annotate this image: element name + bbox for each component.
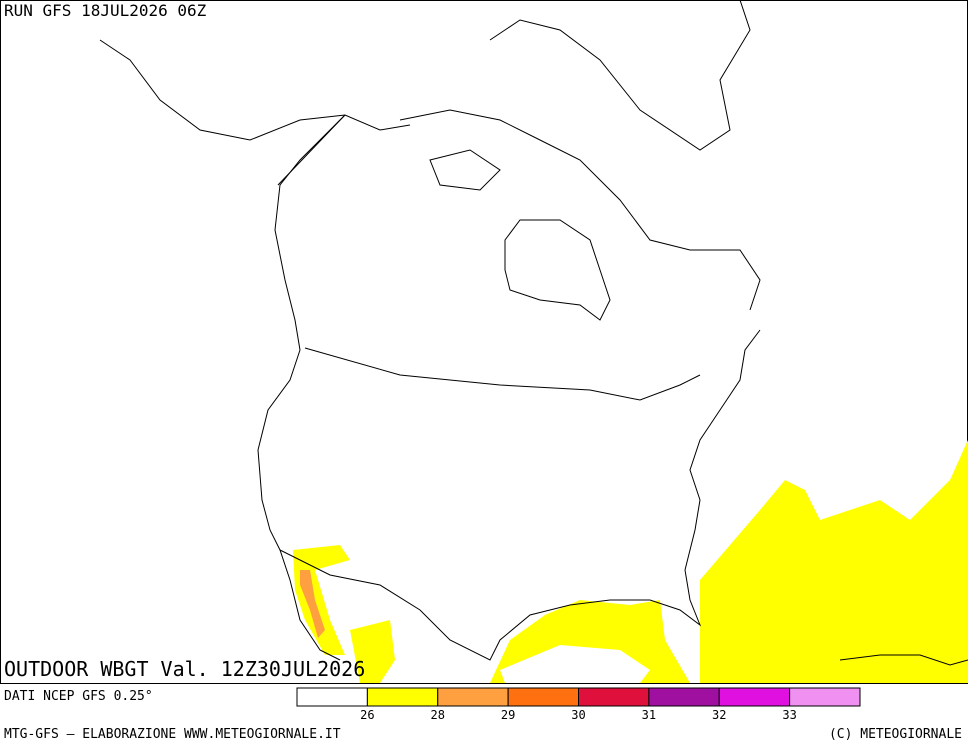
wbgt-gap <box>500 645 650 683</box>
border <box>277 114 346 186</box>
footer-right: (C) METEOGIORNALE <box>829 727 962 742</box>
legend-tick-label: 30 <box>571 708 585 722</box>
wbgt-area <box>700 440 968 683</box>
coastline <box>99 39 411 141</box>
wbgt-area <box>300 570 325 638</box>
legend-tick-label: 32 <box>712 708 726 722</box>
coastline <box>839 654 968 666</box>
legend-swatch <box>437 687 509 707</box>
legend-swatch <box>296 687 368 707</box>
source-label: DATI NCEP GFS 0.25° <box>4 689 153 704</box>
legend-swatch <box>789 687 861 707</box>
legend-swatch <box>507 687 579 707</box>
legend-swatch <box>648 687 720 707</box>
coastline <box>489 0 751 151</box>
coastline <box>257 114 346 661</box>
footer-left: MTG-GFS — ELABORAZIONE WWW.METEOGIORNALE… <box>4 727 341 742</box>
legend-swatch <box>578 687 650 707</box>
legend-tick-label: 29 <box>501 708 515 722</box>
coastline <box>399 109 761 311</box>
map: RUN GFS 18JUL2026 06Z OUTDOOR WBGT Val. … <box>0 0 968 684</box>
legend-swatch <box>366 687 439 707</box>
coastline <box>279 329 761 661</box>
map-title: OUTDOOR WBGT Val. 12Z30JUL2026 <box>4 657 365 681</box>
wbgt-area <box>350 620 395 683</box>
legend-tick-label: 28 <box>431 708 445 722</box>
legend: 26 28 29 30 31 32 33 <box>296 687 861 722</box>
legend-tick-label: 31 <box>642 708 656 722</box>
border <box>304 347 701 401</box>
legend-swatch <box>718 687 791 707</box>
legend-tick-label: 26 <box>360 708 374 722</box>
run-label: RUN GFS 18JUL2026 06Z <box>4 1 207 20</box>
coastline <box>429 149 501 191</box>
legend-tick-label: 33 <box>782 708 796 722</box>
coastline <box>504 219 611 321</box>
